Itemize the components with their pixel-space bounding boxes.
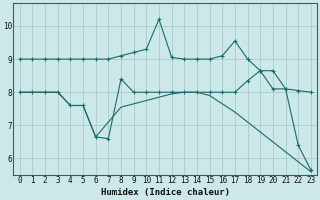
X-axis label: Humidex (Indice chaleur): Humidex (Indice chaleur) (101, 188, 230, 197)
